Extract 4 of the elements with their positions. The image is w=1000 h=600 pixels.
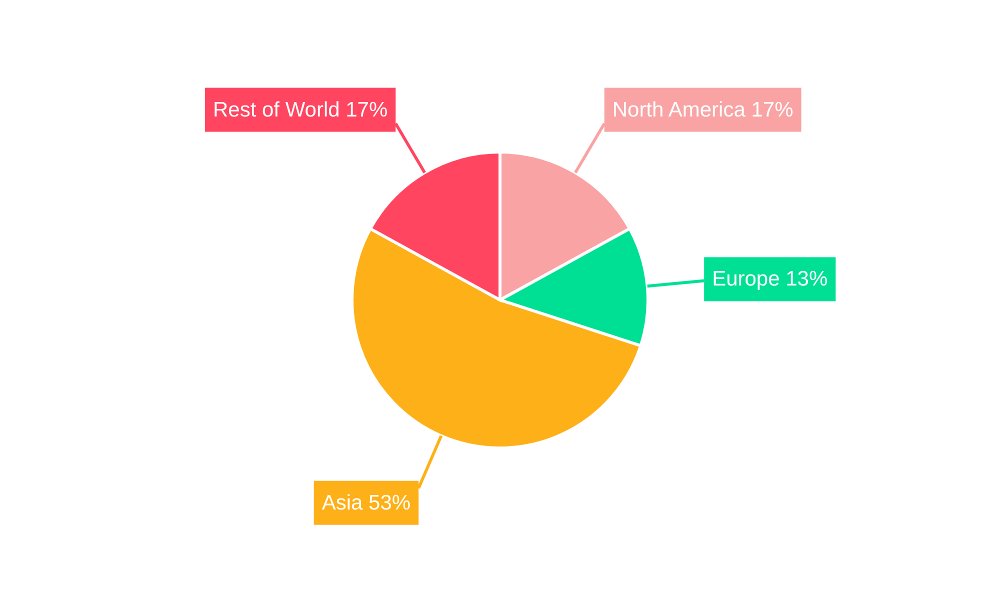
slice-label: Asia 53% [322,491,411,514]
slice-label: Rest of World 17% [212,98,388,122]
slice-label: Europe 13% [712,268,828,291]
slice-label: North America 17% [612,98,794,122]
